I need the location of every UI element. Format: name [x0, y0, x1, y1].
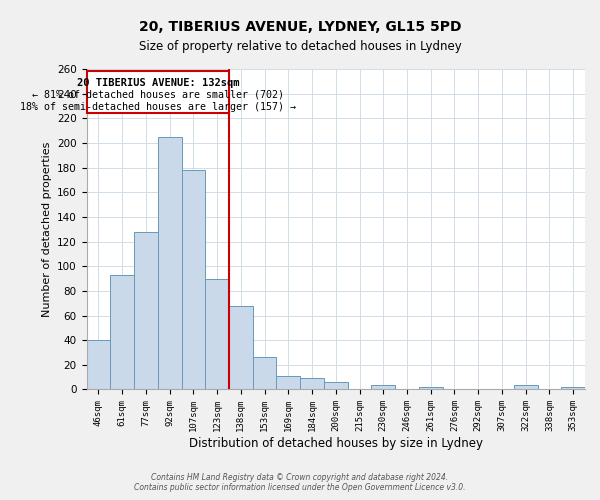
Text: ← 81% of detached houses are smaller (702): ← 81% of detached houses are smaller (70…: [32, 90, 284, 100]
Bar: [253, 358, 277, 390]
Bar: [371, 384, 395, 390]
Bar: [158, 137, 182, 390]
Bar: [229, 306, 253, 390]
FancyBboxPatch shape: [86, 72, 229, 114]
Bar: [110, 275, 134, 390]
Bar: [205, 278, 229, 390]
Bar: [300, 378, 324, 390]
Text: 20, TIBERIUS AVENUE, LYDNEY, GL15 5PD: 20, TIBERIUS AVENUE, LYDNEY, GL15 5PD: [139, 20, 461, 34]
Bar: [134, 232, 158, 390]
Text: 20 TIBERIUS AVENUE: 132sqm: 20 TIBERIUS AVENUE: 132sqm: [77, 78, 239, 88]
Bar: [419, 387, 443, 390]
Text: Contains HM Land Registry data © Crown copyright and database right 2024.
Contai: Contains HM Land Registry data © Crown c…: [134, 473, 466, 492]
Text: Size of property relative to detached houses in Lydney: Size of property relative to detached ho…: [139, 40, 461, 53]
Bar: [561, 387, 585, 390]
Bar: [182, 170, 205, 390]
Bar: [514, 384, 538, 390]
Bar: [324, 382, 347, 390]
Bar: [86, 340, 110, 390]
Y-axis label: Number of detached properties: Number of detached properties: [41, 142, 52, 317]
Text: 18% of semi-detached houses are larger (157) →: 18% of semi-detached houses are larger (…: [20, 102, 296, 113]
Bar: [277, 376, 300, 390]
X-axis label: Distribution of detached houses by size in Lydney: Distribution of detached houses by size …: [189, 437, 483, 450]
